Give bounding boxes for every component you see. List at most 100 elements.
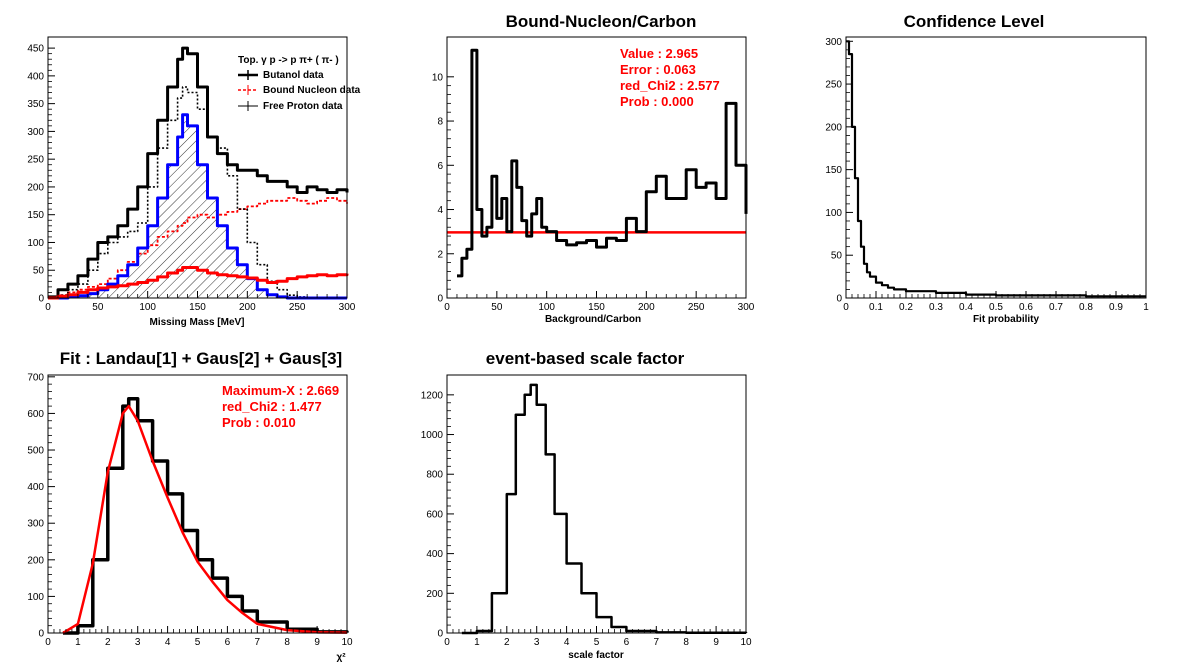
bound-carbon-x-tick-label-1: 50 xyxy=(491,302,503,313)
chart-bound-carbon: Bound-Nucleon/Carbon 0 50 100 150 200 250 3000… xyxy=(432,12,755,325)
missing-mass-x-tick-label-3: 150 xyxy=(189,302,206,313)
fit-chi2-x-tick-label-10: 10 xyxy=(341,637,353,648)
missing-mass-series-3-line xyxy=(48,113,347,300)
confidence-x-axis-label: Fit probability xyxy=(973,314,1040,325)
missing-mass-y-tick-label-1: 50 xyxy=(33,266,45,277)
confidence-ticks-layer: 0 0.1 0.2 0.3 0.4 0.5 0.6 0.7 0.8 0.9 1 0 50 100 150 20… xyxy=(825,37,1149,313)
missing-mass-series-4-line xyxy=(48,266,349,300)
scale-factor-y-tick-label-5: 1000 xyxy=(421,430,444,441)
confidence-y-tick-label-2: 100 xyxy=(825,208,842,219)
missing-mass-y-tick-label-9: 450 xyxy=(27,44,44,55)
scale-factor-x-tick-label-3: 3 xyxy=(534,637,540,648)
scale-factor-y-tick-label-0: 0 xyxy=(437,629,443,640)
bound-carbon-stat-chi2: red_Chi2 : 2.577 xyxy=(620,78,720,93)
scale-factor-x-tick-label-5: 5 xyxy=(594,637,600,648)
scale-factor-x-axis-label: scale factor xyxy=(568,650,624,661)
fit-chi2-y-tick-label-2: 200 xyxy=(27,555,44,566)
fit-chi2-series-1-line xyxy=(62,404,348,635)
fit-chi2-x-axis-label: χ² xyxy=(336,652,346,663)
legend-title: Top. γ p -> p π+ ( π- ) xyxy=(238,55,339,66)
bound-carbon-frame xyxy=(446,36,747,299)
chart-missing-mass: 0 50 100 150 200 250 300 0 50 100 150 200 250 300 350 4… xyxy=(27,36,361,328)
bound-carbon-y-tick-label-4: 8 xyxy=(437,117,443,128)
bound-carbon-stat-error: Error : 0.063 xyxy=(620,62,696,77)
scale-factor-x-tick-label-0: 0 xyxy=(444,637,450,648)
legend-entry-butanol: Butanol data xyxy=(263,70,324,81)
bound-carbon-y-tick-label-3: 6 xyxy=(437,161,443,172)
bound-carbon-y-tick-label-0: 0 xyxy=(437,294,443,305)
bound-carbon-stat-value: Value : 2.965 xyxy=(620,46,698,61)
fit-chi2-y-tick-label-5: 500 xyxy=(27,446,44,457)
scale-factor-y-tick-label-4: 800 xyxy=(426,470,443,481)
missing-mass-x-tick-label-5: 250 xyxy=(289,302,306,313)
missing-mass-series-3-area xyxy=(48,114,347,298)
scale-factor-x-tick-label-1: 1 xyxy=(474,637,480,648)
fit-chi2-series-0-line xyxy=(63,397,349,635)
missing-mass-hatch-layer xyxy=(48,114,347,298)
confidence-y-tick-label-6: 300 xyxy=(825,37,842,48)
fit-chi2-stat-prob: Prob : 0.010 xyxy=(222,415,296,430)
fit-chi2-stat-maximum-x: Maximum-X : 2.669 xyxy=(222,383,339,398)
scale-factor-y-tick-label-2: 400 xyxy=(426,549,443,560)
confidence-y-tick-label-1: 50 xyxy=(831,251,843,262)
bound-carbon-x-tick-label-6: 300 xyxy=(738,302,755,313)
bound-carbon-y-tick-label-2: 4 xyxy=(437,205,443,216)
fit-chi2-x-tick-label-8: 8 xyxy=(284,637,290,648)
missing-mass-x-tick-label-6: 300 xyxy=(339,302,356,313)
bound-carbon-ticks-layer: 0 50 100 150 200 250 300 0 2 4 6 8 10 xyxy=(432,72,755,313)
confidence-x-tick-label-4: 0.4 xyxy=(959,302,973,313)
chart-scale-factor: event-based scale factor 0 1 2 3 4 5 6 7 8 9 10 0 20… xyxy=(421,349,752,661)
missing-mass-legend: Top. γ p -> p π+ ( π- ) Butanol data Bou… xyxy=(238,55,361,112)
fit-chi2-x-tick-label-6: 6 xyxy=(225,637,231,648)
fit-chi2-y-tick-label-4: 400 xyxy=(27,482,44,493)
scale-factor-x-tick-label-6: 6 xyxy=(624,637,630,648)
bound-carbon-x-tick-label-2: 100 xyxy=(538,302,555,313)
bound-carbon-x-tick-label-4: 200 xyxy=(638,302,655,313)
confidence-y-tick-label-5: 250 xyxy=(825,80,842,91)
fit-chi2-x-tick-label-0: 0 xyxy=(45,637,51,648)
missing-mass-y-tick-label-7: 350 xyxy=(27,99,44,110)
missing-mass-ticks-layer: 0 50 100 150 200 250 300 0 50 100 150 200 250 300 350 4… xyxy=(27,44,355,313)
fit-chi2-title: Fit : Landau[1] + Gaus[2] + Gaus[3] xyxy=(60,349,342,368)
fit-chi2-y-tick-label-7: 700 xyxy=(27,372,44,383)
chart-fit-chi2: Fit : Landau[1] + Gaus[2] + Gaus[3] 0 1 2 3… xyxy=(27,349,353,663)
bound-carbon-x-tick-label-0: 0 xyxy=(444,302,450,313)
fit-chi2-x-tick-label-7: 7 xyxy=(255,637,261,648)
bound-carbon-x-tick-label-5: 250 xyxy=(688,302,705,313)
fit-chi2-y-tick-label-0: 0 xyxy=(38,629,44,640)
confidence-y-tick-label-0: 0 xyxy=(836,294,842,305)
bound-carbon-title: Bound-Nucleon/Carbon xyxy=(506,12,697,31)
confidence-x-tick-label-5: 0.5 xyxy=(989,302,1003,313)
bound-carbon-series-0-line xyxy=(457,48,748,278)
scale-factor-y-tick-label-3: 600 xyxy=(426,509,443,520)
confidence-y-tick-label-3: 150 xyxy=(825,165,842,176)
missing-mass-series-layer xyxy=(48,46,349,300)
fit-chi2-x-tick-label-4: 4 xyxy=(165,637,171,648)
confidence-x-tick-label-0: 0 xyxy=(843,302,849,313)
missing-mass-x-tick-label-1: 50 xyxy=(92,302,104,313)
scale-factor-title: event-based scale factor xyxy=(486,349,685,368)
scale-factor-x-tick-label-7: 7 xyxy=(654,637,660,648)
confidence-title: Confidence Level xyxy=(904,12,1045,31)
missing-mass-y-tick-label-5: 250 xyxy=(27,155,44,166)
scale-factor-x-tick-label-8: 8 xyxy=(683,637,689,648)
fit-chi2-x-tick-label-2: 2 xyxy=(105,637,111,648)
confidence-x-tick-label-2: 0.2 xyxy=(899,302,913,313)
missing-mass-y-tick-label-6: 300 xyxy=(27,127,44,138)
missing-mass-x-tick-label-4: 200 xyxy=(239,302,256,313)
fit-chi2-stats: Maximum-X : 2.669 red_Chi2 : 1.477 Prob … xyxy=(222,383,339,430)
confidence-x-tick-label-9: 0.9 xyxy=(1109,302,1123,313)
confidence-x-tick-label-1: 0.1 xyxy=(869,302,883,313)
missing-mass-y-tick-label-2: 100 xyxy=(27,238,44,249)
confidence-series-0-line xyxy=(846,40,1146,298)
fit-chi2-x-tick-label-5: 5 xyxy=(195,637,201,648)
scale-factor-series-layer xyxy=(461,383,748,635)
bound-carbon-stats: Value : 2.965 Error : 0.063 red_Chi2 : 2… xyxy=(620,46,720,109)
missing-mass-series-0-line xyxy=(48,46,349,299)
fit-chi2-x-tick-label-1: 1 xyxy=(75,637,81,648)
legend-entry-free-proton: Free Proton data xyxy=(263,101,343,112)
scale-factor-series-0-line xyxy=(461,383,748,635)
fit-chi2-y-tick-label-3: 300 xyxy=(27,519,44,530)
